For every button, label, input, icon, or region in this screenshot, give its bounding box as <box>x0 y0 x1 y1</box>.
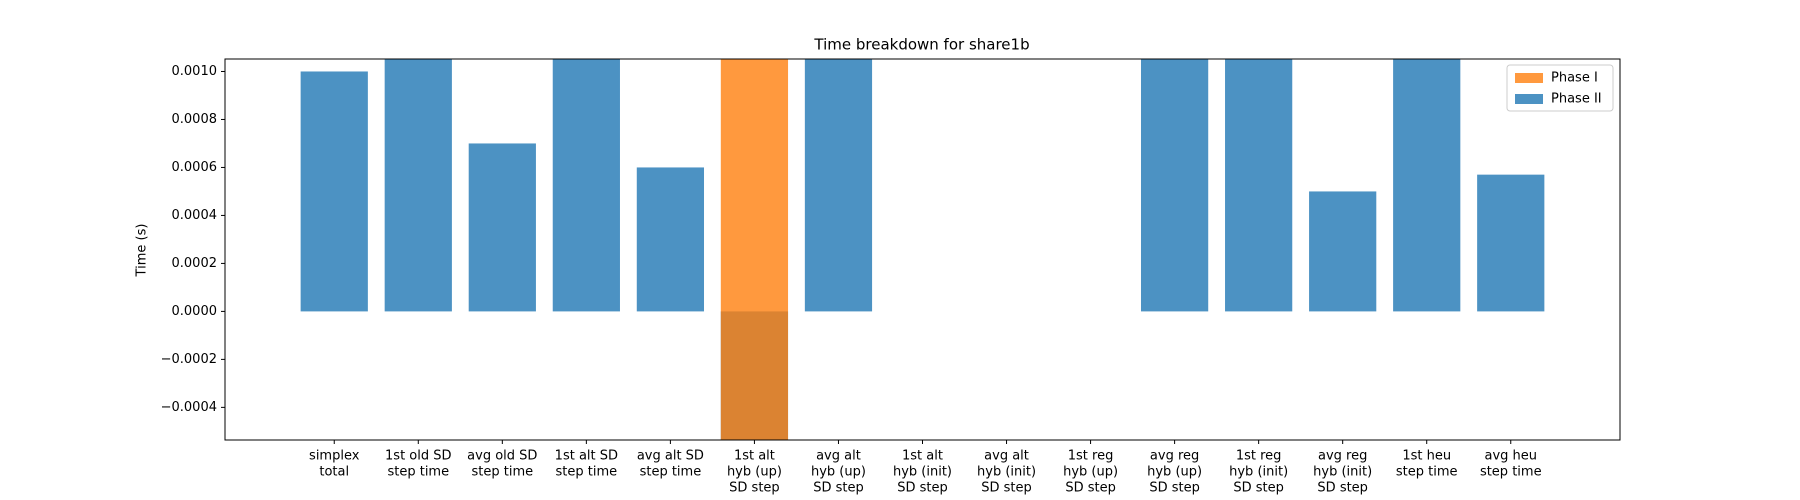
x-tick-label: avg reg <box>1318 449 1367 464</box>
bar <box>1477 174 1545 312</box>
y-tick-label: −0.0002 <box>161 352 217 367</box>
x-tick-label: step time <box>472 465 534 480</box>
x-tick-label: SD step <box>1149 481 1200 496</box>
x-tick-label: avg old SD <box>467 449 537 464</box>
bar <box>1393 59 1461 312</box>
x-tick-label: hyb (init) <box>977 465 1036 480</box>
y-tick-label: 0.0000 <box>172 304 218 319</box>
x-tick-label: 1st old SD <box>385 449 452 464</box>
chart-title: Time breakdown for share1b <box>813 36 1029 54</box>
bar <box>552 59 620 312</box>
x-tick-label: SD step <box>897 481 948 496</box>
x-tick-label: hyb (init) <box>1229 465 1288 480</box>
x-tick-label: hyb (up) <box>1063 465 1118 480</box>
bar <box>1309 191 1377 312</box>
x-tick-label: 1st reg <box>1236 449 1282 464</box>
x-tick-label: hyb (up) <box>727 465 782 480</box>
x-tick-label: simplex <box>309 449 360 464</box>
x-tick-label: SD step <box>729 481 780 496</box>
x-tick-label: SD step <box>813 481 864 496</box>
bar <box>636 167 705 312</box>
x-tick-label: step time <box>387 465 449 480</box>
x-tick-label: 1st alt SD <box>555 449 618 464</box>
x-tick-label: avg reg <box>1150 449 1199 464</box>
x-tick-label: avg alt <box>984 449 1029 464</box>
x-tick-label: SD step <box>1233 481 1284 496</box>
x-tick-label: 1st alt <box>902 449 943 464</box>
legend-label: Phase II <box>1551 92 1602 107</box>
y-tick-label: 0.0006 <box>172 160 218 175</box>
x-tick-label: hyb (up) <box>811 465 866 480</box>
y-tick-label: −0.0004 <box>161 400 217 415</box>
x-tick-label: SD step <box>1065 481 1116 496</box>
x-tick-label: SD step <box>1317 481 1368 496</box>
bar <box>468 143 536 312</box>
y-tick-label: 0.0008 <box>172 112 218 127</box>
legend-swatch <box>1515 73 1543 83</box>
x-tick-label: hyb (up) <box>1147 465 1202 480</box>
x-tick-label: SD step <box>981 481 1032 496</box>
bar <box>804 59 873 312</box>
x-tick-label: step time <box>1396 465 1458 480</box>
bar <box>384 59 452 312</box>
plot-area <box>300 59 1545 440</box>
x-tick-label: avg alt SD <box>637 449 704 464</box>
y-axis-label: Time (s) <box>135 224 150 278</box>
y-tick-label: 0.0002 <box>172 256 218 271</box>
y-tick-label: 0.0010 <box>172 64 218 79</box>
legend-label: Phase I <box>1551 71 1598 86</box>
x-tick-label: 1st heu <box>1402 449 1451 464</box>
x-tick-label: hyb (init) <box>1313 465 1372 480</box>
x-tick-label: total <box>319 465 349 480</box>
x-tick-label: 1st alt <box>734 449 775 464</box>
x-tick-label: 1st reg <box>1068 449 1114 464</box>
x-tick-label: step time <box>640 465 702 480</box>
bar <box>720 59 789 440</box>
legend-swatch <box>1515 94 1543 104</box>
bar <box>1225 59 1293 312</box>
y-tick-label: 0.0004 <box>172 208 218 223</box>
x-tick-label: hyb (init) <box>893 465 952 480</box>
x-tick-label: step time <box>556 465 618 480</box>
x-tick-label: avg heu <box>1484 449 1537 464</box>
x-tick-label: avg alt <box>816 449 861 464</box>
bar <box>300 71 368 312</box>
bar <box>1140 59 1209 312</box>
x-tick-label: step time <box>1480 465 1542 480</box>
